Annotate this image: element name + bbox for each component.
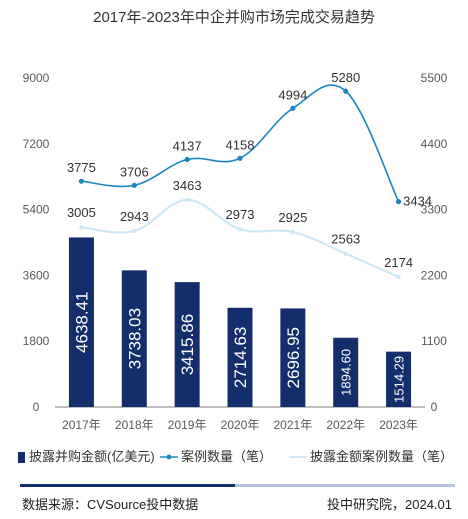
legend-label: 披露金额案例数量（笔）	[310, 449, 453, 464]
series-point	[290, 105, 296, 111]
right-tick-label: 1100	[421, 334, 447, 348]
x-tick-label: 2020年	[221, 418, 260, 432]
point-data-label: 3706	[120, 164, 149, 179]
legend-swatch-marker	[166, 454, 172, 460]
series-point	[132, 228, 137, 234]
left-tick-label: 3600	[23, 268, 50, 282]
x-tick-label: 2019年	[168, 418, 207, 432]
point-data-label: 2973	[226, 207, 255, 222]
series-point	[395, 198, 402, 205]
point-data-label: 3005	[67, 205, 96, 220]
series-point	[343, 251, 348, 256]
right-axis: 0 1100 2200 3300 4400 5500	[421, 71, 448, 414]
series-point	[78, 178, 85, 184]
footer-source: 数据来源：CVSource投中数据	[22, 497, 198, 512]
x-tick-label: 2023年	[379, 418, 418, 432]
right-tick-label: 0	[431, 400, 438, 414]
legend-swatch-bar	[18, 452, 25, 463]
left-tick-label: 0	[33, 400, 40, 414]
series-point	[184, 197, 190, 203]
left-tick-label: 7200	[23, 137, 50, 151]
bar-data-label: 2696.95	[284, 327, 303, 388]
point-data-label: 2174	[384, 255, 413, 270]
x-tick-label: 2017年	[62, 418, 101, 432]
series-point	[343, 88, 349, 94]
left-tick-label: 1800	[23, 334, 50, 348]
bar-data-label: 4638.41	[72, 291, 91, 352]
right-tick-label: 4400	[421, 137, 448, 151]
bar-data-label: 3415.86	[178, 314, 197, 375]
line-series: 3005 2943 3463 2973 2925 2563 2174 3775 3706 4137…	[67, 70, 432, 280]
series-point	[237, 155, 243, 161]
footer-divider-light	[235, 484, 455, 487]
chart-title: 2017年-2023年中企并购市场完成交易趋势	[93, 8, 375, 26]
bar	[386, 351, 412, 407]
bar-series: 4638.41 3738.03 3415.86 2714.63 2696.95 1894.…	[68, 237, 412, 407]
x-tick-label: 2018年	[115, 418, 154, 432]
point-data-label: 3463	[173, 178, 202, 193]
point-data-label: 4158	[226, 137, 255, 152]
left-tick-label: 9000	[23, 71, 50, 85]
point-data-label: 5280	[331, 70, 360, 85]
series-point	[79, 225, 84, 230]
point-data-label: 4137	[173, 139, 202, 154]
right-tick-label: 5500	[421, 71, 448, 85]
point-data-label: 3775	[67, 160, 96, 175]
series-point	[290, 229, 296, 235]
point-data-label: 2563	[331, 232, 360, 247]
legend-label: 披露并购金额(亿美元)	[29, 449, 155, 464]
bar-data-label: 1894.60	[339, 349, 354, 396]
point-data-label: 4994	[278, 87, 307, 102]
left-tick-label: 5400	[23, 203, 50, 217]
left-axis: 0 1800 3600 5400 7200 9000	[23, 71, 50, 414]
point-data-label: 2925	[278, 210, 307, 225]
x-tick-label: 2022年	[326, 418, 365, 432]
series-point	[184, 156, 190, 163]
x-axis-ticks: 2017年 2018年 2019年 2020年 2021年 2022年 2023年	[62, 418, 418, 432]
bar	[227, 307, 253, 407]
bar-data-label: 2714.63	[231, 327, 250, 388]
point-data-label: 2943	[120, 209, 149, 224]
series-point	[237, 226, 243, 232]
x-tick-label: 2021年	[274, 418, 313, 432]
bar	[280, 308, 306, 407]
point-data-label: 3434	[403, 194, 432, 209]
bar-data-label: 1514.29	[392, 356, 407, 403]
series-point	[396, 274, 401, 280]
right-tick-label: 2200	[421, 268, 448, 282]
right-tick-label: 3300	[421, 203, 448, 217]
bar	[174, 282, 200, 407]
series-point	[131, 182, 137, 188]
bar-data-label: 3738.03	[125, 308, 144, 369]
bar	[121, 270, 147, 407]
legend: 披露并购金额(亿美元) 案例数量（笔） 披露金额案例数量（笔）	[18, 449, 453, 464]
footer-divider-dark	[20, 484, 235, 487]
bar	[68, 237, 94, 407]
bar	[333, 337, 359, 407]
footer-credit: 投中研究院，2024.01	[327, 497, 452, 512]
legend-label: 案例数量（笔）	[181, 449, 272, 464]
